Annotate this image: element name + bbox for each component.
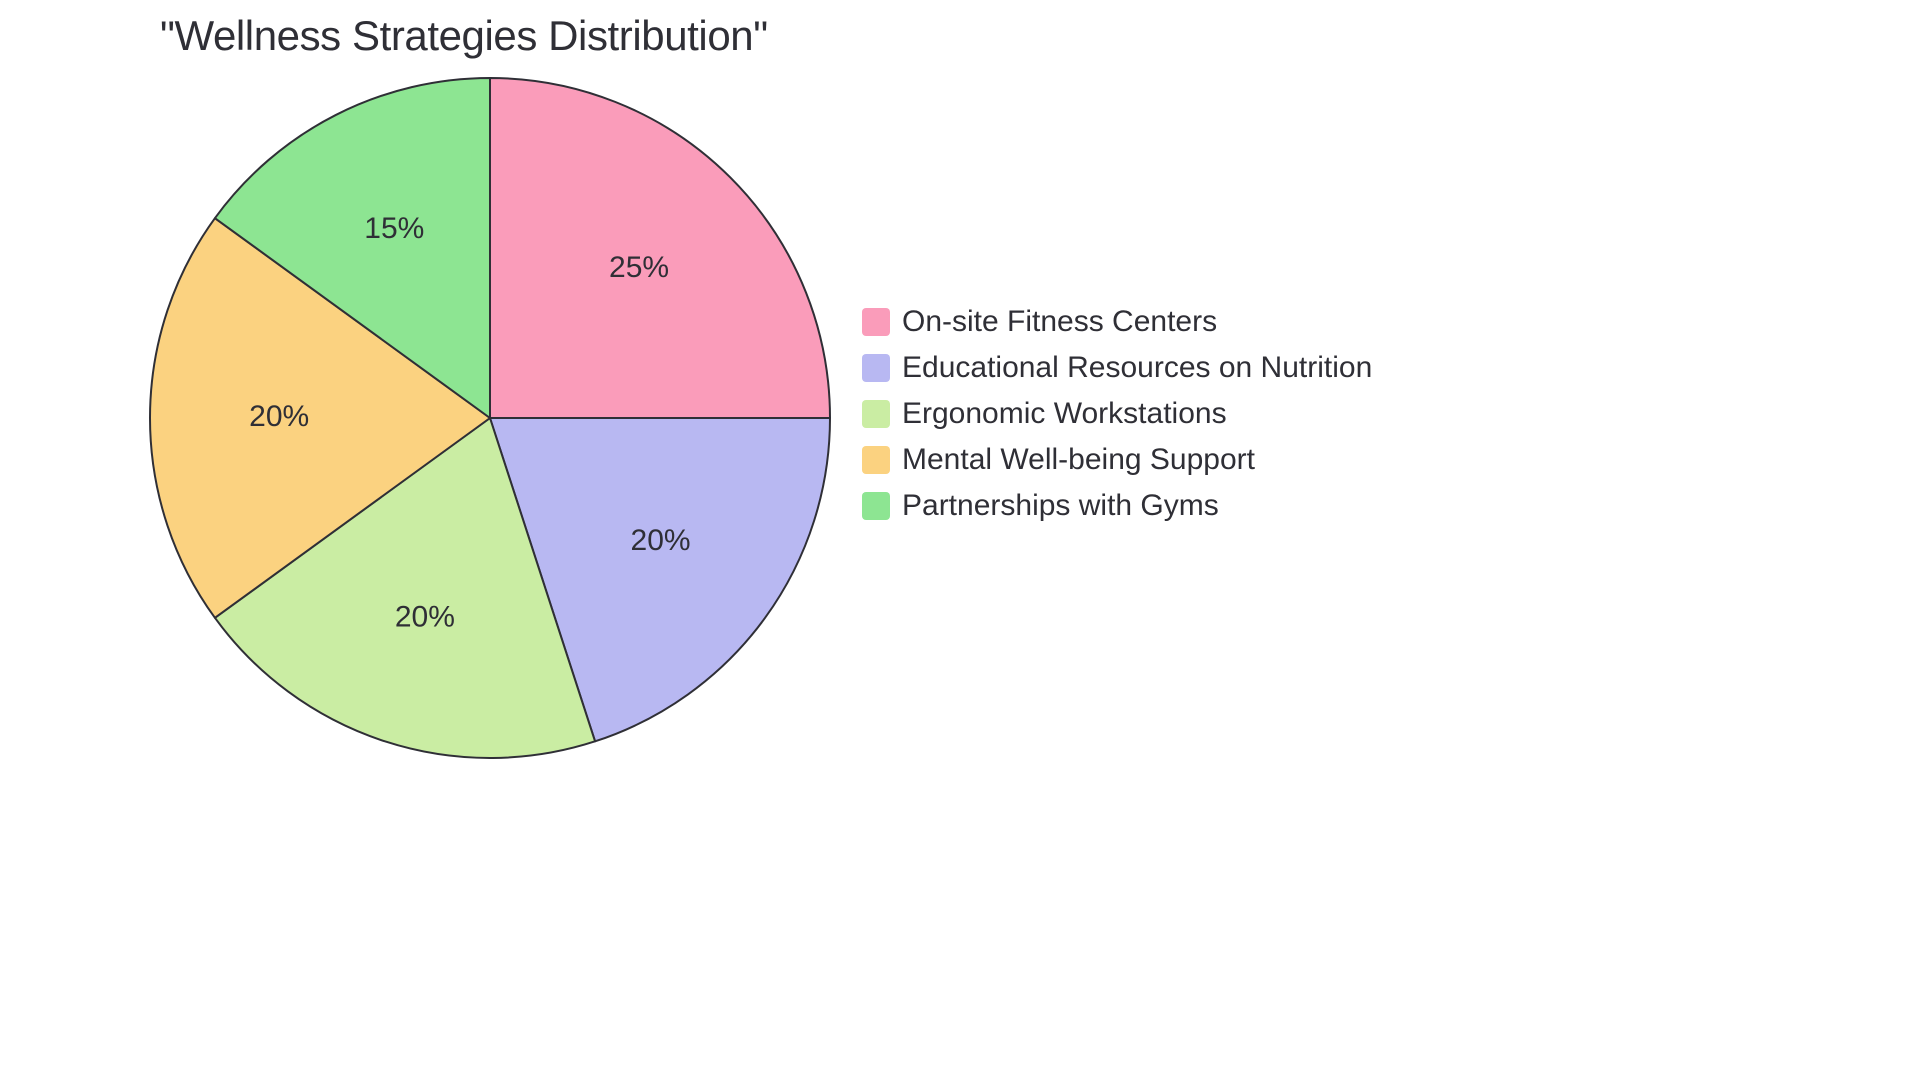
legend-label: Educational Resources on Nutrition: [902, 351, 1372, 385]
slice-percent-label: 15%: [364, 212, 424, 245]
slice-percent-label: 20%: [249, 400, 309, 433]
legend-label: On-site Fitness Centers: [902, 305, 1217, 339]
chart-stage: "Wellness Strategies Distribution" 25% 20…: [0, 0, 1920, 1080]
legend-item: On-site Fitness Centers: [862, 305, 1372, 339]
legend-label: Partnerships with Gyms: [902, 489, 1219, 523]
legend-label: Mental Well-being Support: [902, 443, 1255, 477]
legend-label: Ergonomic Workstations: [902, 397, 1227, 431]
legend-item: Partnerships with Gyms: [862, 489, 1372, 523]
slice-percent-label: 20%: [631, 524, 691, 557]
legend-item: Mental Well-being Support: [862, 443, 1372, 477]
slice-percent-label: 25%: [609, 251, 669, 284]
legend-swatch: [862, 492, 890, 520]
legend-item: Educational Resources on Nutrition: [862, 351, 1372, 385]
pie-chart: 25% 20% 20% 20% 15%: [146, 74, 834, 762]
legend-swatch: [862, 446, 890, 474]
legend-swatch: [862, 308, 890, 336]
pie-svg: 25% 20% 20% 20% 15%: [146, 74, 834, 762]
legend-swatch: [862, 354, 890, 382]
slice-percent-label: 20%: [395, 600, 455, 633]
legend-item: Ergonomic Workstations: [862, 397, 1372, 431]
legend: On-site Fitness Centers Educational Resou…: [862, 305, 1372, 523]
pie-slice: [490, 78, 830, 418]
legend-swatch: [862, 400, 890, 428]
chart-title: "Wellness Strategies Distribution": [160, 12, 768, 60]
